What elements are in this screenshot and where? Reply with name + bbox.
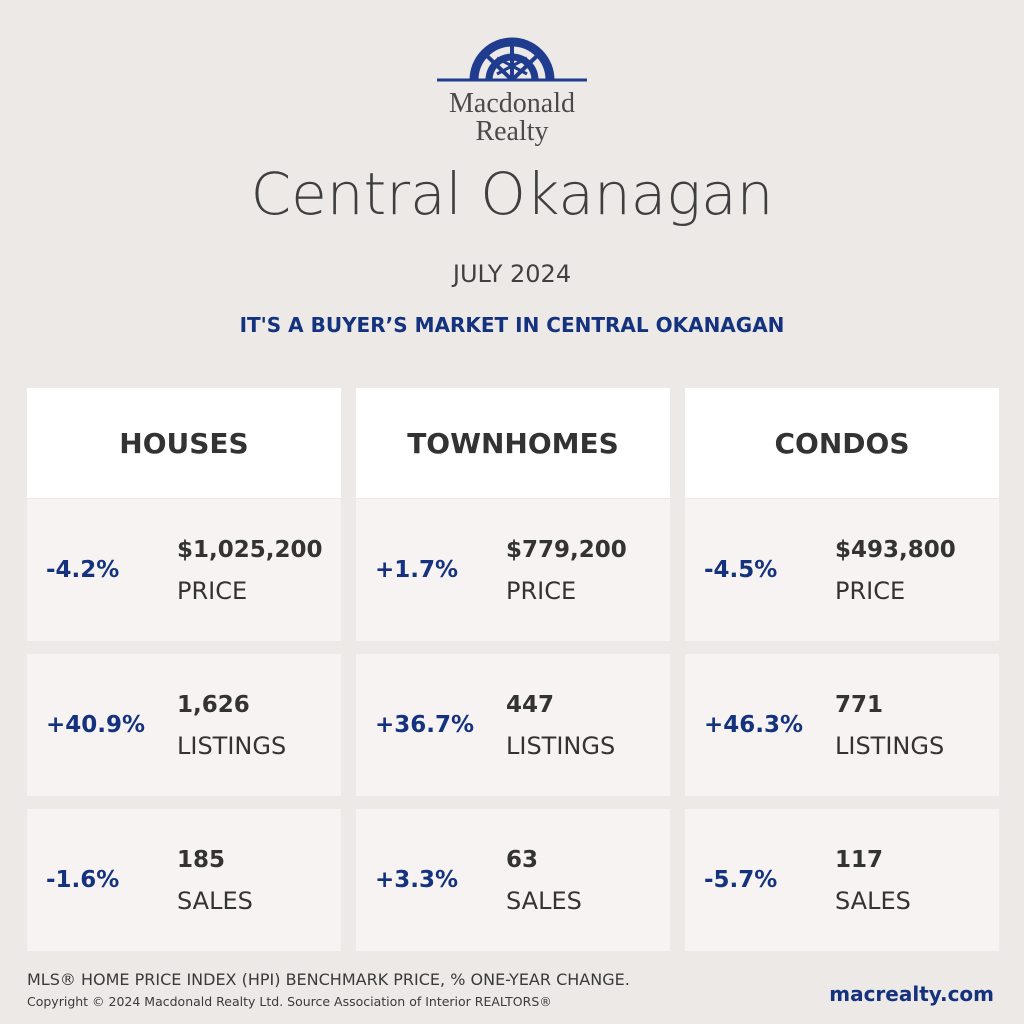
listings-cell: +40.9% 1,626 LISTINGS [27, 654, 341, 796]
price-cell: +1.7% $779,200 PRICE [356, 499, 670, 641]
price-value: $1,025,200 [177, 537, 323, 563]
listings-label: LISTINGS [835, 732, 945, 760]
sales-cell: +3.3% 63 SALES [356, 809, 670, 951]
price-change: -4.2% [46, 557, 120, 583]
column-heading: TOWNHOMES [356, 388, 670, 498]
sales-cell: -5.7% 117 SALES [685, 809, 999, 951]
sales-change: -5.7% [704, 867, 778, 893]
sales-cell: -1.6% 185 SALES [27, 809, 341, 951]
listings-cell: +46.3% 771 LISTINGS [685, 654, 999, 796]
website-link[interactable]: macrealty.com [829, 982, 994, 1006]
price-cell: -4.5% $493,800 PRICE [685, 499, 999, 641]
listings-change: +36.7% [375, 712, 475, 738]
column-condos: CONDOS -4.5% $493,800 PRICE +46.3% 771 L… [685, 388, 999, 951]
column-townhomes: TOWNHOMES +1.7% $779,200 PRICE +36.7% 44… [356, 388, 670, 951]
market-headline: IT'S A BUYER’S MARKET IN CENTRAL OKANAGA… [239, 313, 785, 337]
copyright-notice: Copyright © 2024 Macdonald Realty Ltd. S… [27, 994, 552, 1009]
hpi-footnote: MLS® HOME PRICE INDEX (HPI) BENCHMARK PR… [27, 970, 630, 989]
sales-value: 63 [506, 847, 539, 873]
listings-label: LISTINGS [506, 732, 616, 760]
sales-value: 117 [835, 847, 884, 873]
page-title: Central Okanagan [250, 160, 774, 228]
listings-change: +40.9% [46, 712, 146, 738]
listings-label: LISTINGS [177, 732, 287, 760]
brand-name-line2: Realty [475, 116, 549, 147]
listings-value: 771 [835, 692, 884, 718]
price-change: -4.5% [704, 557, 778, 583]
sales-label: SALES [177, 887, 253, 915]
listings-value: 1,626 [177, 692, 250, 718]
sales-label: SALES [835, 887, 911, 915]
listings-change: +46.3% [704, 712, 804, 738]
sales-label: SALES [506, 887, 582, 915]
brand-logo: Macdonald Realty [0, 36, 1024, 146]
listings-value: 447 [506, 692, 555, 718]
column-houses: HOUSES -4.2% $1,025,200 PRICE +40.9% 1,6… [27, 388, 341, 951]
macdonald-realty-emblem-icon [437, 37, 587, 82]
price-change: +1.7% [375, 557, 459, 583]
price-value: $779,200 [506, 537, 627, 563]
column-heading: HOUSES [27, 388, 341, 498]
listings-cell: +36.7% 447 LISTINGS [356, 654, 670, 796]
column-heading: CONDOS [685, 388, 999, 498]
report-month: JULY 2024 [452, 260, 572, 288]
sales-change: +3.3% [375, 867, 459, 893]
price-label: PRICE [835, 577, 906, 605]
price-label: PRICE [177, 577, 248, 605]
price-cell: -4.2% $1,025,200 PRICE [27, 499, 341, 641]
sales-value: 185 [177, 847, 226, 873]
sales-change: -1.6% [46, 867, 120, 893]
price-label: PRICE [506, 577, 577, 605]
brand-name-line1: Macdonald [449, 88, 575, 119]
price-value: $493,800 [835, 537, 956, 563]
